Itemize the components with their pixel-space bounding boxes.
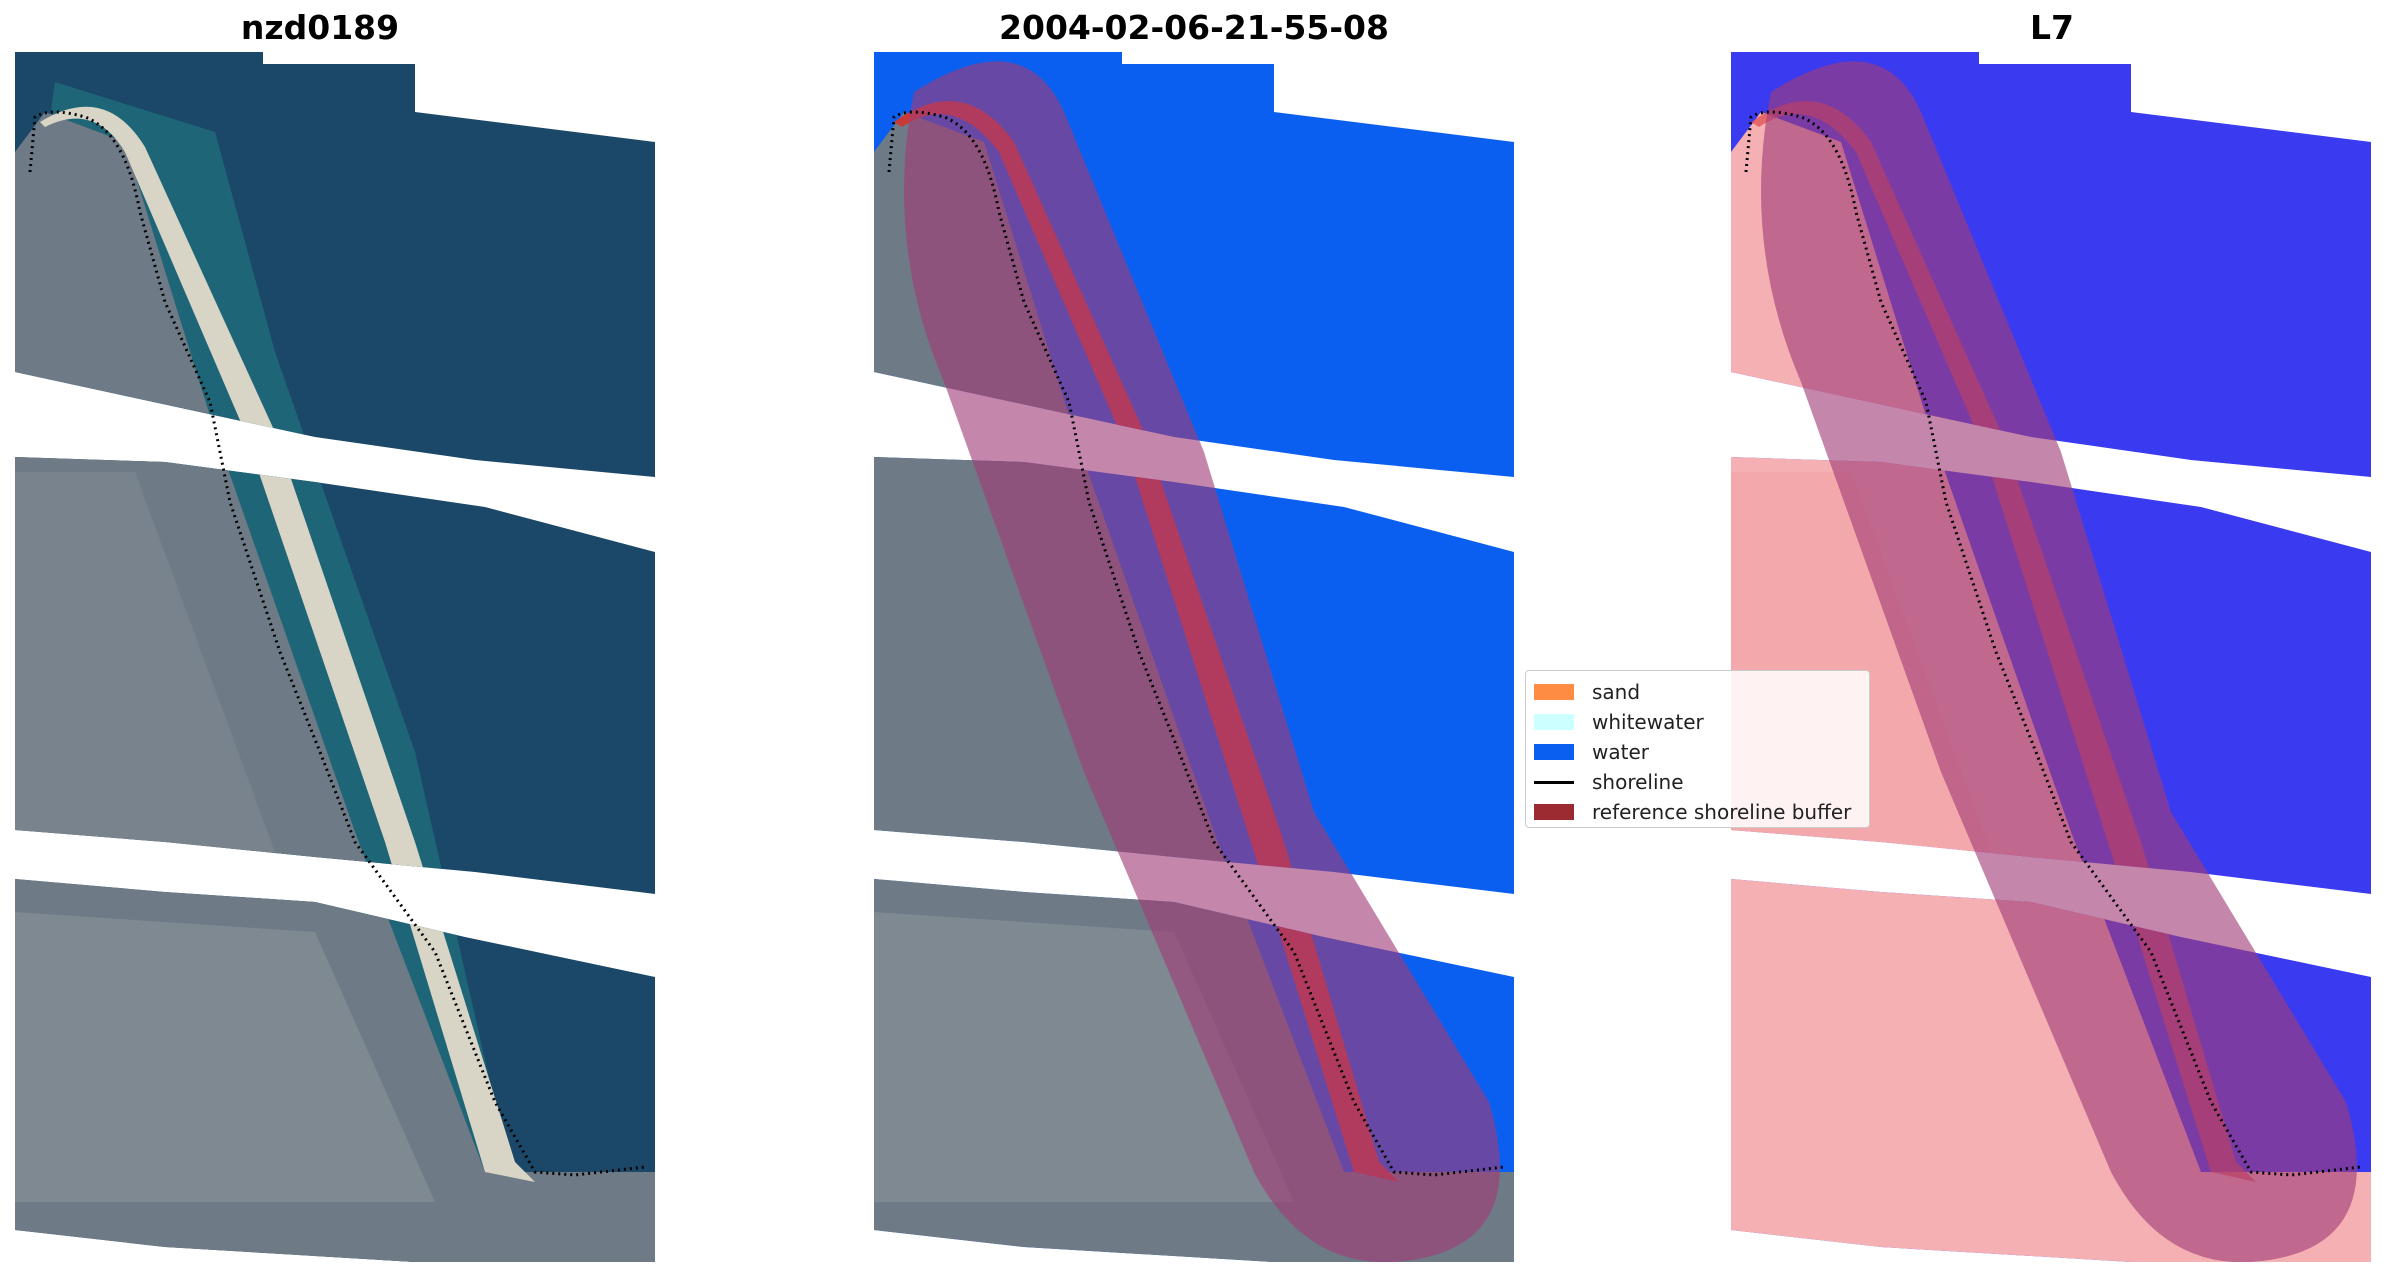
- legend-item-sand: sand: [1534, 677, 1861, 707]
- legend-label: shoreline: [1592, 770, 1684, 794]
- legend-label: reference shoreline buffer: [1592, 800, 1852, 824]
- shoreline-swatch: [1534, 780, 1574, 784]
- legend-item-shoreline: shoreline: [1534, 767, 1861, 797]
- classification-image: [874, 52, 1514, 1262]
- title-rgb: nzd0189: [240, 8, 400, 47]
- sand-swatch: [1534, 684, 1574, 700]
- reference-buffer-swatch: [1534, 804, 1574, 820]
- legend-label: water: [1592, 740, 1649, 764]
- legend: sand whitewater water shoreline referenc…: [1525, 670, 1870, 828]
- index-image: [1731, 52, 2371, 1262]
- legend-item-water: water: [1534, 737, 1861, 767]
- legend-label: sand: [1592, 680, 1641, 704]
- reference-buffer-area: [904, 61, 1500, 1262]
- index-panel: [1731, 52, 2371, 1262]
- reference-buffer-area: [1761, 61, 2357, 1262]
- legend-item-reference-buffer: reference shoreline buffer: [1534, 797, 1861, 827]
- title-index: L7: [2030, 8, 2074, 47]
- legend-item-whitewater: whitewater: [1534, 707, 1861, 737]
- whitewater-swatch: [1534, 714, 1574, 730]
- classification-panel: [874, 52, 1514, 1262]
- water-swatch: [1534, 744, 1574, 760]
- rgb-image: [15, 52, 655, 1262]
- legend-label: whitewater: [1592, 710, 1704, 734]
- rgb-image-panel: [15, 52, 655, 1262]
- title-classification: 2004-02-06-21-55-08: [999, 8, 1389, 47]
